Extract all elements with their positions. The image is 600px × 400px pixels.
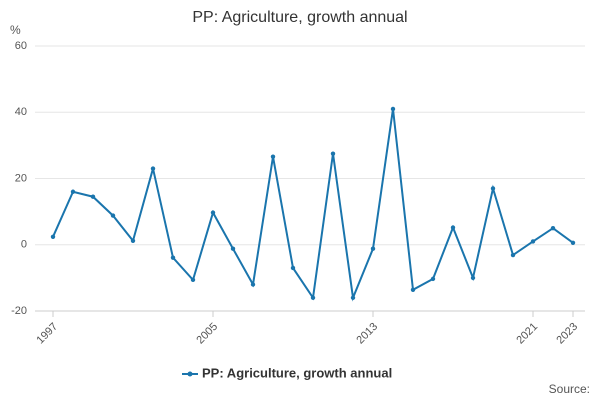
x-tick-label: 2005 <box>194 321 220 347</box>
x-tick-label: 1997 <box>34 321 60 347</box>
point <box>570 240 576 245</box>
y-unit: % <box>10 23 21 37</box>
chart-title: PP: Agriculture, growth annual <box>192 9 407 26</box>
point <box>350 295 356 300</box>
y-tick-label: -20 <box>11 305 27 317</box>
y-tick-label: 20 <box>15 172 27 184</box>
y-tick-label: 0 <box>21 239 27 251</box>
point <box>130 238 136 243</box>
point <box>330 151 336 156</box>
point <box>150 166 156 171</box>
x-tick-label: 2023 <box>554 321 580 347</box>
legend-label: PP: Agriculture, growth annual <box>202 365 392 380</box>
point <box>470 275 476 281</box>
point <box>390 106 396 112</box>
y-tick-label: 60 <box>15 40 27 52</box>
point <box>550 225 556 231</box>
x-tick-label: 2013 <box>354 321 380 347</box>
point <box>90 194 96 199</box>
point <box>230 246 236 251</box>
point <box>250 282 256 287</box>
point <box>210 210 216 215</box>
point <box>310 295 316 300</box>
point <box>510 252 516 258</box>
point <box>270 154 276 159</box>
point <box>170 255 176 260</box>
x-tick-label: 2021 <box>514 321 540 347</box>
point <box>370 246 376 251</box>
point <box>410 287 416 292</box>
source: Source: <box>549 382 590 396</box>
legend-marker <box>187 371 193 377</box>
y-tick-label: 40 <box>15 106 27 118</box>
point <box>50 234 56 239</box>
point <box>190 277 196 283</box>
point <box>110 213 116 218</box>
point <box>70 189 76 194</box>
point <box>290 265 296 271</box>
point <box>430 276 436 282</box>
point <box>530 239 536 244</box>
point <box>490 186 496 191</box>
legend-item: PP: Agriculture, growth annual <box>182 365 392 380</box>
point <box>450 225 456 230</box>
series-line <box>52 108 574 302</box>
